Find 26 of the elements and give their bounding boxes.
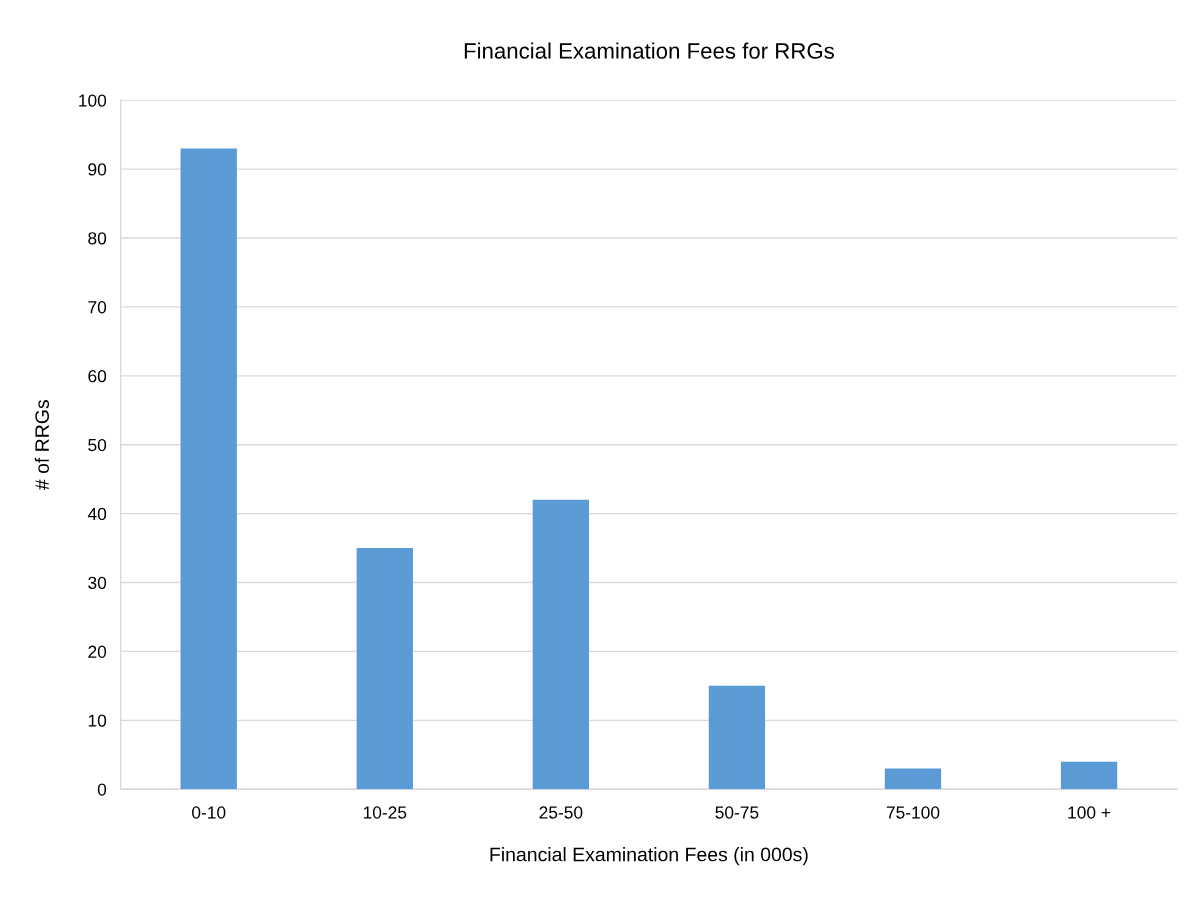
bar	[356, 548, 413, 790]
x-axis-title: Financial Examination Fees (in 000s)	[490, 847, 808, 866]
x-tick-label: 50-75	[715, 806, 759, 819]
chart-title: Financial Examination Fees for RRGs	[464, 42, 834, 59]
bar	[1060, 761, 1118, 790]
bar	[884, 768, 942, 790]
y-tick-label: 20	[88, 645, 107, 658]
y-axis-title: # of RRGs	[34, 400, 49, 491]
y-tick-label: 60	[88, 370, 107, 383]
x-tick-label: 0-10	[192, 806, 226, 819]
x-tick-label: 10-25	[363, 806, 407, 819]
x-tick-label: 25-50	[539, 806, 583, 819]
bar	[708, 685, 766, 790]
x-tick-label: 100 +	[1068, 806, 1111, 819]
x-tick-label: 75-100	[886, 806, 940, 819]
y-tick-label: 90	[88, 163, 107, 176]
y-tick-label: 70	[88, 301, 107, 314]
y-tick-label: 10	[88, 714, 107, 727]
bar	[180, 148, 237, 790]
y-tick-label: 40	[87, 507, 107, 521]
y-tick-label: 100	[79, 94, 107, 107]
y-tick-label: 50	[88, 438, 107, 452]
y-tick-label: 80	[88, 232, 107, 245]
y-tick-label: 0	[97, 783, 107, 796]
bar	[532, 499, 590, 790]
y-tick-label: 30	[88, 576, 107, 589]
